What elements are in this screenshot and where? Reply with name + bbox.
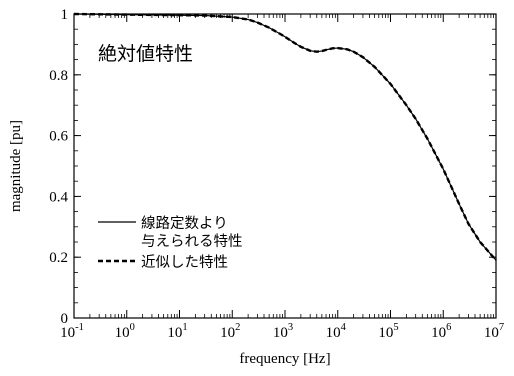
- x-tick-base: 10: [220, 325, 235, 341]
- x-tick-base: 10: [431, 325, 446, 341]
- x-tick-exponent: 2: [235, 322, 240, 333]
- x-tick-exponent: 7: [499, 322, 504, 333]
- x-tick-exponent: 6: [446, 322, 451, 333]
- x-tick-exponent: 5: [393, 322, 398, 333]
- y-axis-title: magnitude [pu]: [8, 120, 24, 212]
- x-tick-exponent: 0: [130, 322, 135, 333]
- x-tick-base: 10: [273, 325, 288, 341]
- legend-solid-label-line1: 線路定数より: [141, 215, 228, 232]
- x-tick-exponent: 1: [182, 322, 187, 333]
- x-tick-label: 105: [378, 322, 398, 341]
- x-tick-label: 101: [167, 322, 187, 341]
- x-tick-labels: 10-1 100 101 102 103 104 105 106 107: [60, 322, 504, 341]
- legend-dashed-label: 近似した特性: [141, 254, 228, 271]
- y-tick-label: 1: [61, 7, 69, 23]
- legend: 線路定数より 与えられる特性 近似した特性: [98, 215, 243, 271]
- x-tick-label: 10-1: [60, 322, 84, 341]
- x-tick-base: 10: [167, 325, 182, 341]
- x-tick-base: 10: [378, 325, 393, 341]
- x-axis-title: frequency [Hz]: [239, 351, 330, 367]
- y-tick-label: 0.4: [49, 189, 68, 205]
- x-tick-label: 102: [220, 322, 240, 341]
- y-tick-label: 0.6: [49, 129, 68, 145]
- legend-solid-label-line2: 与えられる特性: [141, 233, 243, 250]
- x-tick-base: 10: [326, 325, 341, 341]
- y-tick-label: 0.8: [49, 68, 68, 84]
- series-line-dashed: [73, 12, 497, 262]
- x-tick-exponent: -1: [75, 322, 84, 333]
- x-tick-base: 10: [60, 325, 75, 341]
- series-lines: [73, 12, 497, 262]
- y-tick-label: 0.2: [49, 250, 68, 266]
- chart-title: 絶対値特性: [98, 43, 193, 65]
- x-tick-base: 10: [484, 325, 499, 341]
- x-tick-label: 106: [431, 322, 451, 341]
- y-tick-labels: 0 0.2 0.4 0.6 0.8 1: [49, 7, 68, 327]
- y-tick-label: 0: [61, 311, 69, 327]
- x-tick-exponent: 4: [341, 322, 347, 333]
- x-tick-label: 100: [115, 322, 135, 341]
- x-tick-label: 104: [326, 322, 347, 341]
- x-tick-base: 10: [115, 325, 130, 341]
- x-tick-label: 103: [273, 322, 293, 341]
- x-tick-label: 107: [484, 322, 504, 341]
- x-tick-exponent: 3: [288, 322, 293, 333]
